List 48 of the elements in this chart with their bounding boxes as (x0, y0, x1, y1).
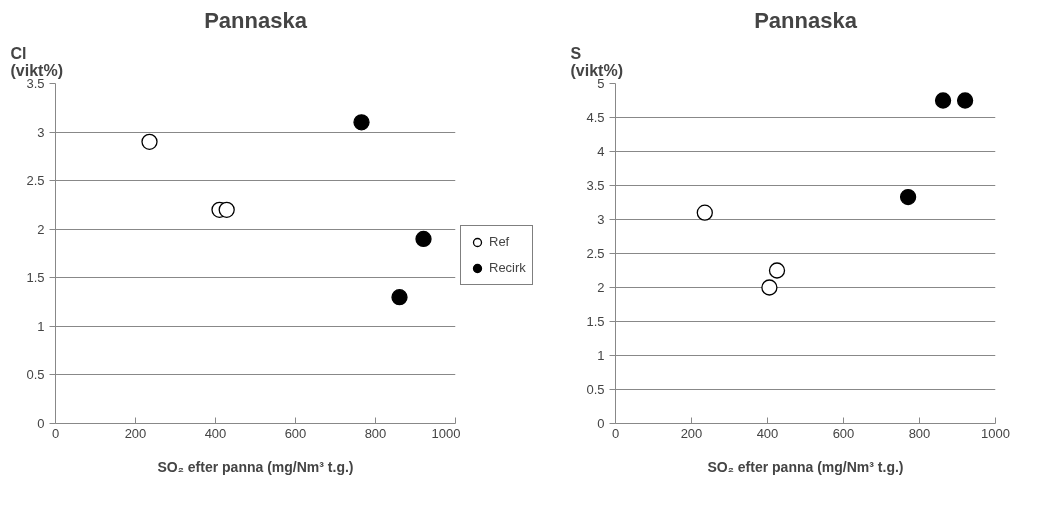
x-tick-label: 600 (832, 425, 855, 441)
point (415, 230, 432, 248)
y-tick-label: 1 (37, 318, 45, 334)
y-tick-label: 3 (37, 124, 45, 140)
y-tick-label: 3.5 (586, 178, 605, 193)
y-axis-title: S (vikt%) (570, 44, 623, 79)
x-tick-label: 400 (756, 425, 779, 441)
x-tick-label: 200 (124, 425, 147, 441)
y-tick-label: 2.5 (26, 173, 45, 189)
y-tick-label: 2.5 (586, 246, 605, 261)
x-tick-label: 800 (908, 425, 931, 441)
chart-title: Pannaska (204, 7, 308, 33)
y-tick-label: 3.5 (26, 76, 45, 91)
legend-label: Recirk (489, 260, 526, 275)
y-axis-title: Cl (vikt%) (10, 44, 63, 79)
y-tick-label: 2 (597, 280, 605, 295)
x-tick-label: 1000 (981, 425, 1010, 441)
y-tick-label: 1 (597, 348, 605, 363)
y-tick-label: 2 (37, 221, 45, 237)
x-tick-label: 1000 (431, 425, 461, 441)
point (956, 92, 974, 109)
y-tick-label: 0.5 (26, 367, 45, 383)
point (768, 262, 786, 279)
point (141, 133, 158, 150)
x-tick-label: 0 (611, 425, 620, 441)
x-tick-label: 400 (204, 425, 227, 441)
chart-title: Pannaska (754, 7, 858, 33)
point (218, 201, 235, 218)
x-axis-title: SO₂ efter panna (mg/Nm³ t.g.) (157, 458, 354, 475)
y-tick-label: 5 (597, 76, 605, 91)
point (934, 92, 952, 109)
y-tick-label: 4.5 (586, 110, 605, 125)
y-tick-label: 3 (597, 212, 605, 227)
y-tick-label: 4 (597, 144, 605, 159)
y-tick-label: 0.5 (586, 382, 605, 397)
x-tick-label: 800 (364, 425, 387, 441)
point (696, 204, 713, 221)
point (391, 289, 408, 306)
legend-label: Ref (489, 234, 510, 249)
y-tick-label: 1.5 (26, 270, 45, 286)
x-tick-label: 600 (284, 425, 307, 441)
point (353, 114, 370, 131)
x-tick-label: 0 (51, 425, 60, 441)
point (761, 279, 778, 296)
point (899, 188, 917, 206)
x-tick-label: 200 (680, 425, 703, 441)
y-tick-label: 1.5 (586, 314, 605, 329)
x-axis-title: SO₂ efter panna (mg/Nm³ t.g.) (707, 458, 904, 475)
